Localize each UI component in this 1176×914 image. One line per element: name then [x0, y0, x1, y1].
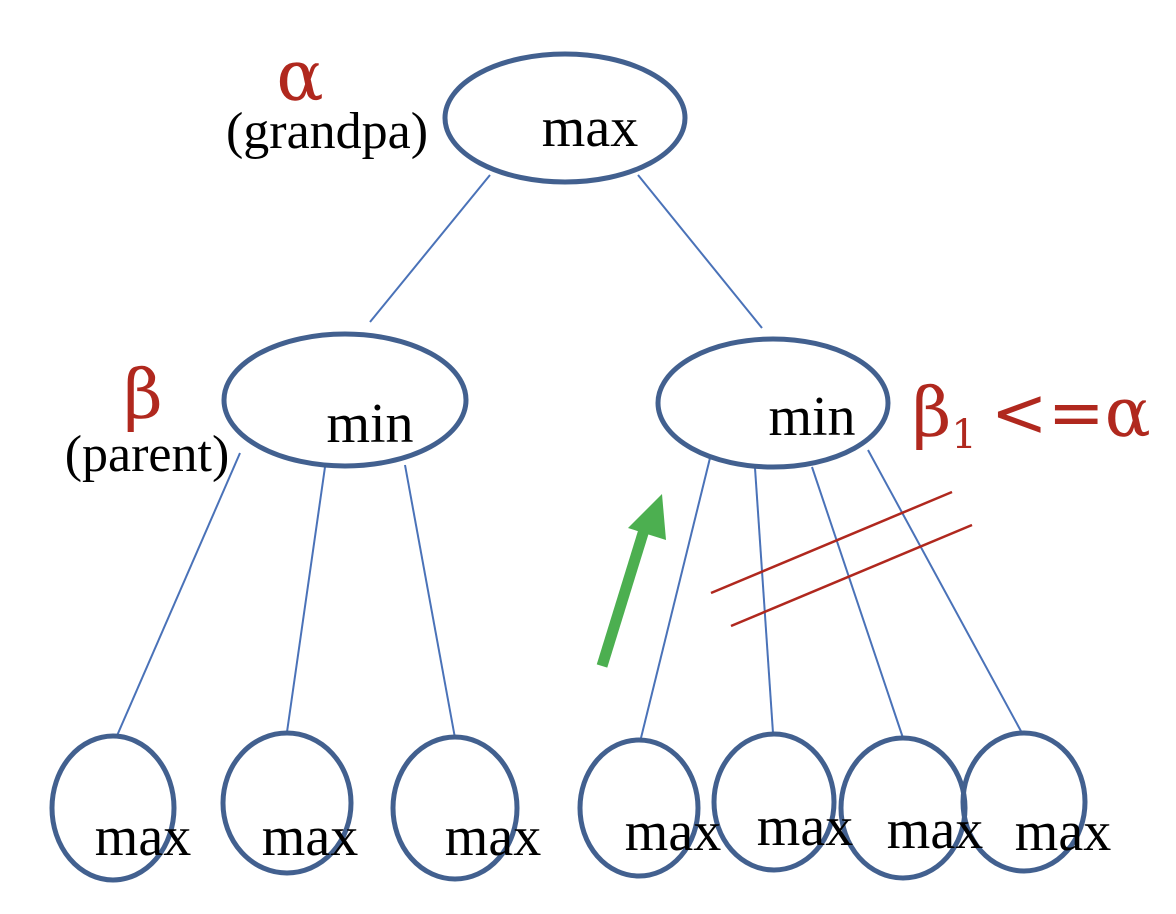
prune-line-2 — [730, 523, 973, 628]
beta1-symbol: β — [912, 374, 951, 453]
beta1-annotation: β1 <=α — [912, 374, 1151, 458]
edge-left-min-leaf-1 — [115, 452, 241, 739]
beta-role-label: (parent) — [65, 426, 230, 483]
edge-root-right-min — [637, 174, 763, 329]
beta1-subscript: 1 — [951, 412, 976, 458]
leaf-node-shape-5 — [711, 731, 837, 873]
leaf-node-label-3: max — [445, 806, 541, 868]
arrow-head — [628, 494, 666, 540]
root-node-label: max — [542, 97, 638, 159]
leaf-node-label-4: max — [625, 801, 721, 863]
double-slash-prune-icon — [710, 490, 973, 628]
tree-nodes — [49, 51, 1088, 883]
leaf-node-shape-4 — [577, 737, 701, 879]
edge-right-min-leaf-5 — [754, 467, 774, 734]
up-arrow-icon — [596, 494, 666, 668]
beta-symbol: β — [123, 356, 162, 435]
alpha-role-label: (grandpa) — [226, 103, 428, 160]
beta1-comparison: <=α — [991, 374, 1151, 453]
edge-right-min-leaf-7 — [867, 449, 1023, 734]
leaf-node-shape-1 — [49, 733, 177, 883]
leaf-node-shape-3 — [390, 734, 520, 882]
arrow-shaft — [596, 528, 650, 668]
right-min-node-label: min — [768, 386, 855, 448]
leaf-node-label-7: max — [1015, 801, 1111, 863]
edge-right-min-leaf-6 — [811, 466, 904, 739]
root-node-shape — [442, 51, 688, 185]
edge-root-left-min — [369, 174, 491, 323]
alpha-symbol: α — [276, 35, 323, 117]
leaf-node-label-5: max — [757, 796, 853, 858]
right-min-node-shape — [655, 336, 891, 470]
leaf-node-label-2: max — [262, 806, 358, 868]
left-min-node-label: min — [326, 393, 413, 455]
leaf-node-label-6: max — [887, 799, 983, 861]
left-min-node-shape — [221, 331, 469, 469]
tree-edges — [115, 174, 1023, 743]
prune-line-1 — [710, 490, 953, 595]
edge-right-min-leaf-4 — [639, 457, 711, 743]
edge-left-min-leaf-3 — [404, 464, 456, 739]
edge-left-min-leaf-2 — [286, 466, 326, 733]
leaf-node-label-1: max — [95, 806, 191, 868]
leaf-node-shape-7 — [960, 730, 1088, 874]
leaf-node-shape-2 — [220, 730, 354, 876]
